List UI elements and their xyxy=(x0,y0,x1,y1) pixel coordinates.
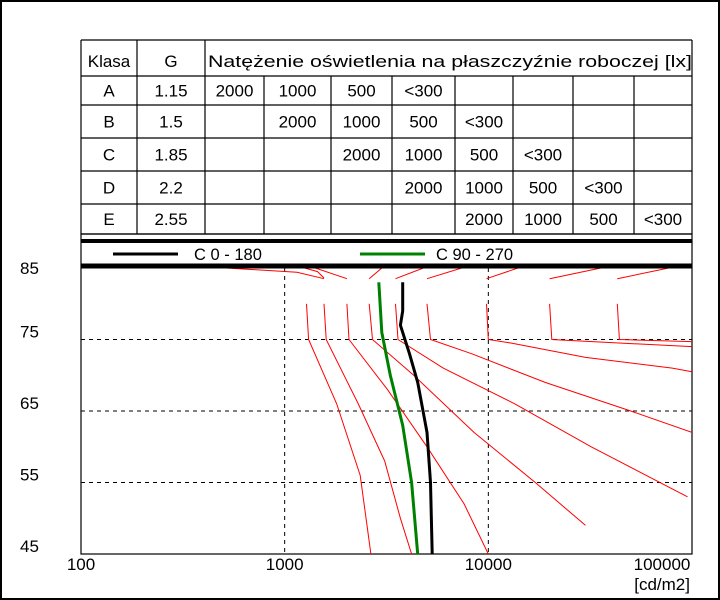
table-cell-g: 1.15 xyxy=(154,82,187,101)
table-cell-illuminance: <300 xyxy=(404,82,442,101)
table-cell-illuminance: 500 xyxy=(409,113,437,132)
y-tick-label: 85 xyxy=(20,259,39,278)
y-tick-label: 75 xyxy=(20,323,39,342)
table-cell-klasa: A xyxy=(103,82,115,101)
limit-curve xyxy=(549,303,692,348)
table-cell-illuminance: <300 xyxy=(584,179,622,198)
table-cell-klasa: E xyxy=(103,210,114,229)
table-cell-g: 2.55 xyxy=(154,210,187,229)
series-line-c0-180 xyxy=(398,282,434,555)
table-cell-illuminance: 500 xyxy=(470,146,498,165)
limit-curve-top xyxy=(395,266,428,280)
table-header-g: G xyxy=(164,52,177,71)
table-cell-illuminance: 2000 xyxy=(343,146,381,165)
table-cell-klasa: D xyxy=(103,179,115,198)
legend-label: C 0 - 180 xyxy=(194,246,262,264)
table-cell-illuminance: <300 xyxy=(644,210,682,229)
x-tick-label: 100 xyxy=(67,555,95,574)
table-cell-illuminance: 2000 xyxy=(465,210,503,229)
plot-area: 85 75 65 55 45 100 1000 10000 100000[cd/m2] xyxy=(20,233,693,594)
limit-curve-top xyxy=(368,267,383,280)
table-cell-illuminance: 500 xyxy=(589,210,617,229)
y-tick-label: 45 xyxy=(20,537,39,556)
table-cell-illuminance: 500 xyxy=(347,82,375,101)
limit-curve xyxy=(306,303,372,554)
x-tick-label: 10000 xyxy=(465,555,512,574)
table-cell-illuminance: 1000 xyxy=(343,113,381,132)
table-cell-illuminance: 500 xyxy=(529,179,557,198)
limit-curve xyxy=(486,303,692,373)
limit-curve xyxy=(616,303,692,343)
table-cell-klasa: C xyxy=(103,146,115,165)
table-cell-illuminance: <300 xyxy=(465,113,503,132)
legend: C 0 - 180 C 90 - 270 xyxy=(113,246,513,264)
limit-curve xyxy=(346,303,489,554)
series-line-c90-270 xyxy=(377,282,420,555)
plot-border xyxy=(80,233,693,555)
limit-curve xyxy=(395,303,688,498)
limit-curve xyxy=(323,303,413,554)
table-cell-illuminance: 2000 xyxy=(405,179,443,198)
limit-curve-top xyxy=(617,266,673,280)
limit-curve xyxy=(426,303,692,433)
table-cell-g: 1.85 xyxy=(154,146,187,165)
table-cell-g: 1.5 xyxy=(159,113,183,132)
table-header-illuminance: Natężenie oświetlenia na płaszczyźnie ro… xyxy=(208,53,692,71)
limit-curve-top xyxy=(311,266,348,280)
x-unit-label: [cd/m2] xyxy=(634,575,690,594)
table-header-klasa: Klasa xyxy=(88,52,131,71)
x-tick-label: 100000 xyxy=(634,555,691,574)
table-cell-illuminance: <300 xyxy=(524,146,562,165)
limit-curve xyxy=(368,303,586,526)
legend-label: C 90 - 270 xyxy=(436,246,513,264)
x-tick-label: 1000 xyxy=(266,555,304,574)
y-tick-label: 55 xyxy=(20,466,39,485)
table-cell-illuminance: 1000 xyxy=(405,146,443,165)
class-table: Klasa G Natężenie oświetlenia na płaszczyź… xyxy=(80,39,693,235)
table-cell-illuminance: 1000 xyxy=(524,210,562,229)
limit-curves xyxy=(203,265,692,554)
table-cell-klasa: B xyxy=(103,113,114,132)
table-cell-g: 2.2 xyxy=(159,179,183,198)
table-cell-illuminance: 1000 xyxy=(279,82,317,101)
table-cell-illuminance: 2000 xyxy=(279,113,317,132)
table-cell-illuminance: 1000 xyxy=(465,179,503,198)
table-cell-illuminance: 2000 xyxy=(216,82,254,101)
y-tick-label: 65 xyxy=(20,394,39,413)
